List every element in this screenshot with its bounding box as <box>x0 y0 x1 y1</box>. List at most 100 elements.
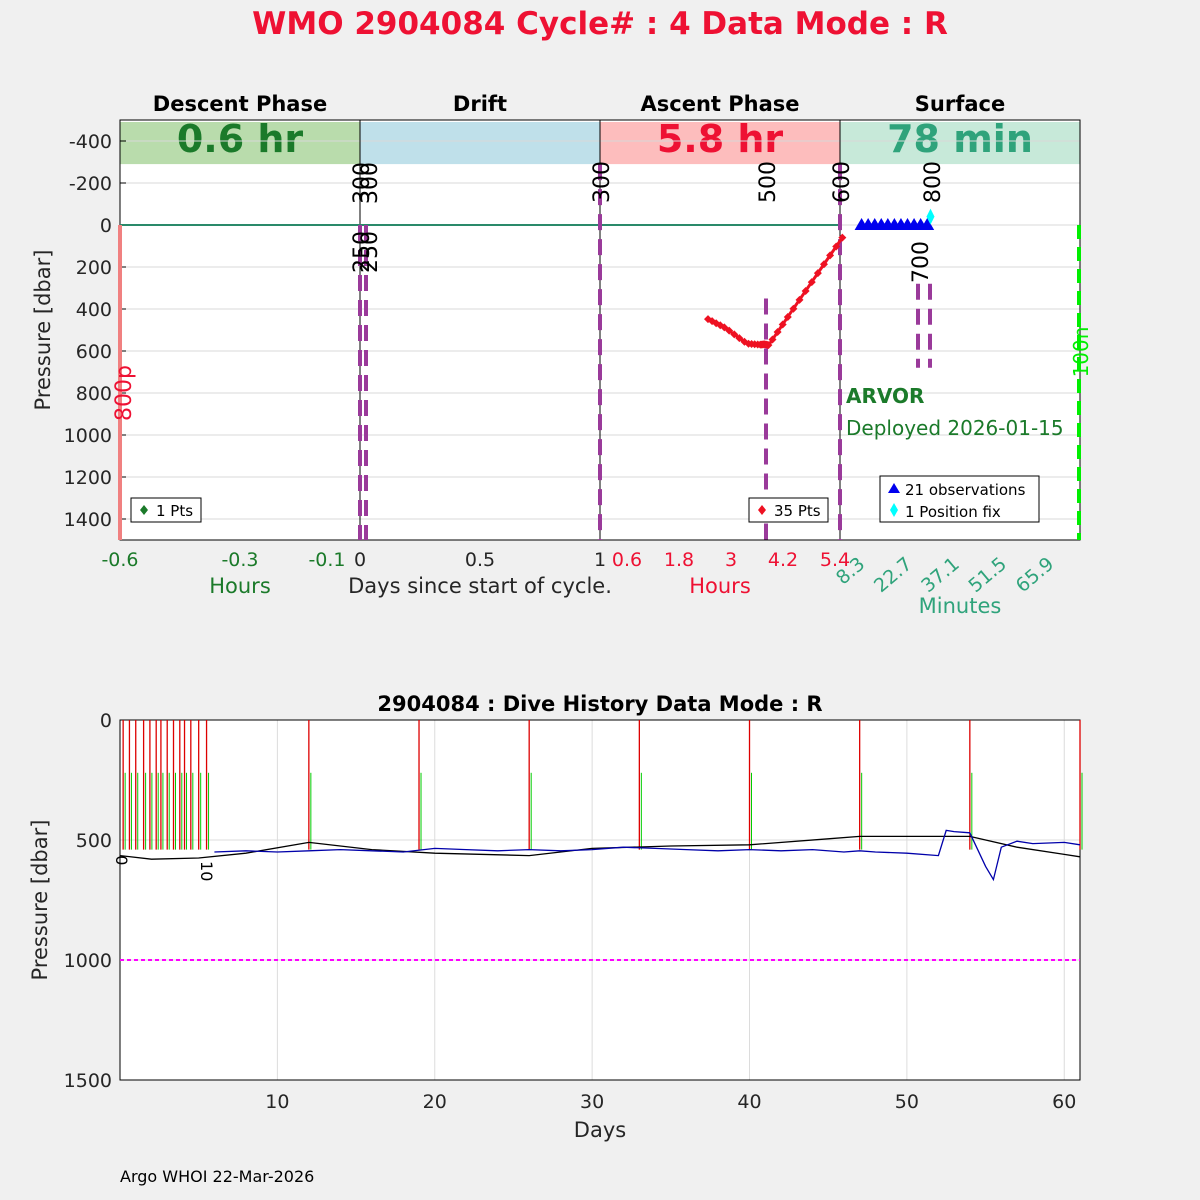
ascent-point <box>807 278 816 287</box>
ascent-point <box>826 251 835 260</box>
x-tick-label-drift: 0.5 <box>465 549 495 571</box>
phase-duration: 78 min <box>887 117 1033 161</box>
event-label: 700 <box>909 241 934 283</box>
x-tick-label-drift: 1 <box>594 549 606 571</box>
event-label: 300 <box>590 161 615 203</box>
phase-band-1 <box>360 122 600 165</box>
ascent-point <box>795 295 804 304</box>
event-label: 800 <box>921 161 946 203</box>
x-axis-label-surface: Minutes <box>919 594 1002 618</box>
legend-descent-label: 1 Pts <box>156 502 193 520</box>
phase-title: Ascent Phase <box>641 92 800 116</box>
x-tick-label-drift: 0 <box>354 549 366 571</box>
x-tick-label-ascent: 0.6 <box>612 549 642 571</box>
x-axis-label: Days <box>574 1118 626 1142</box>
x-tick-label: 60 <box>1052 1091 1076 1113</box>
ascent-point <box>783 312 792 321</box>
ascent-point <box>768 335 777 344</box>
ascent-point <box>730 330 739 339</box>
surface-observation <box>920 218 935 230</box>
phase-band-0 <box>120 122 360 165</box>
legend-ascent-marker <box>758 505 766 515</box>
phase-duration: 0.6 hr <box>177 117 304 161</box>
ascent-point <box>764 341 773 350</box>
x-tick-label-surface: 37.1 <box>917 553 964 597</box>
x-tick-label: 30 <box>580 1091 604 1113</box>
phase-title: Drift <box>453 92 507 116</box>
ascent-point <box>838 233 847 242</box>
y-tick-label: 200 <box>76 257 112 279</box>
y-axis-label: Pressure [dbar] <box>28 820 52 981</box>
y-tick-label: -200 <box>69 173 112 195</box>
ascent-point <box>813 269 822 278</box>
x-tick-label-surface: 65.9 <box>1012 553 1059 597</box>
cycle-label: 0 <box>112 855 131 865</box>
x-tick-label: 20 <box>423 1091 447 1113</box>
x-tick-label-surface: 51.5 <box>964 553 1011 597</box>
y-tick-label: 500 <box>76 830 112 852</box>
y-tick-label: 1000 <box>64 950 112 972</box>
y-tick-label: 0 <box>100 710 112 732</box>
event-label: 300 <box>350 162 375 204</box>
y-axis-label: Pressure [dbar] <box>31 250 55 411</box>
x-tick-label: 40 <box>737 1091 761 1113</box>
x-tick-label-descent: -0.1 <box>308 549 345 571</box>
x-tick-label-ascent: 4.2 <box>768 549 798 571</box>
dive-history-title: 2904084 : Dive History Data Mode : R <box>377 692 822 716</box>
plot-area <box>120 720 1080 1080</box>
phase-duration: 5.8 hr <box>657 117 784 161</box>
ascent-point <box>778 320 787 329</box>
legend-descent-marker <box>140 505 148 515</box>
y-tick-label: 1000 <box>64 425 112 447</box>
x-tick-label-surface: 22.7 <box>870 553 917 597</box>
figure-title: WMO 2904084 Cycle# : 4 Data Mode : R <box>252 6 948 42</box>
ascent-point <box>801 286 810 295</box>
event-label: 600 <box>830 161 855 203</box>
y-tick-label: 600 <box>76 341 112 363</box>
position-fix <box>926 208 935 225</box>
y-tick-label: 1200 <box>64 467 112 489</box>
x-tick-label-descent: -0.3 <box>221 549 258 571</box>
x-tick-label-ascent: 3 <box>725 549 737 571</box>
y-tick-label: 400 <box>76 299 112 321</box>
ascent-point <box>789 304 798 313</box>
drift-series-line <box>214 829 1081 882</box>
float-deployed: Deployed 2026-01-15 <box>846 416 1064 440</box>
plot-border <box>119 719 1081 1081</box>
y-tick-label: 0 <box>100 215 112 237</box>
y-tick-label: 800 <box>76 383 112 405</box>
ascent-point <box>735 334 744 343</box>
legend-surface-box <box>879 475 1040 523</box>
phase-band-3 <box>840 122 1080 165</box>
x-axis-label-descent: Hours <box>209 574 271 598</box>
legend-position-label: 1 Position fix <box>905 503 1001 521</box>
x-tick-label-ascent: 1.8 <box>664 549 694 571</box>
phase-title: Descent Phase <box>153 92 327 116</box>
ascent-point <box>773 327 782 336</box>
event-label: 250 <box>358 231 383 273</box>
cycle-label: 10 <box>197 861 216 881</box>
phase-title: Surface <box>915 92 1005 116</box>
y-tick-label: 1500 <box>64 1070 112 1092</box>
float-model: ARVOR <box>846 384 924 408</box>
ascent-point <box>832 242 841 251</box>
legend-position-marker <box>890 503 898 517</box>
x-tick-label-descent: -0.6 <box>101 549 138 571</box>
ascent-point <box>720 323 729 332</box>
legend-observations-label: 21 observations <box>905 481 1026 499</box>
phase-band-2 <box>600 122 840 165</box>
x-tick-label: 10 <box>265 1091 289 1113</box>
ascent-point <box>725 326 734 335</box>
y-tick-label: 1400 <box>64 509 112 531</box>
x-axis-label-drift: Days since start of cycle. <box>348 574 612 598</box>
x-tick-label-ascent: 5.4 <box>820 549 850 571</box>
legend-ascent-label: 35 Pts <box>774 502 821 520</box>
x-tick-label: 50 <box>895 1091 919 1113</box>
event-label: 250 <box>350 231 375 273</box>
surface-depth-label: 100n <box>1069 327 1093 378</box>
legend-observations-marker <box>888 483 900 493</box>
x-axis-label-ascent: Hours <box>689 574 751 598</box>
